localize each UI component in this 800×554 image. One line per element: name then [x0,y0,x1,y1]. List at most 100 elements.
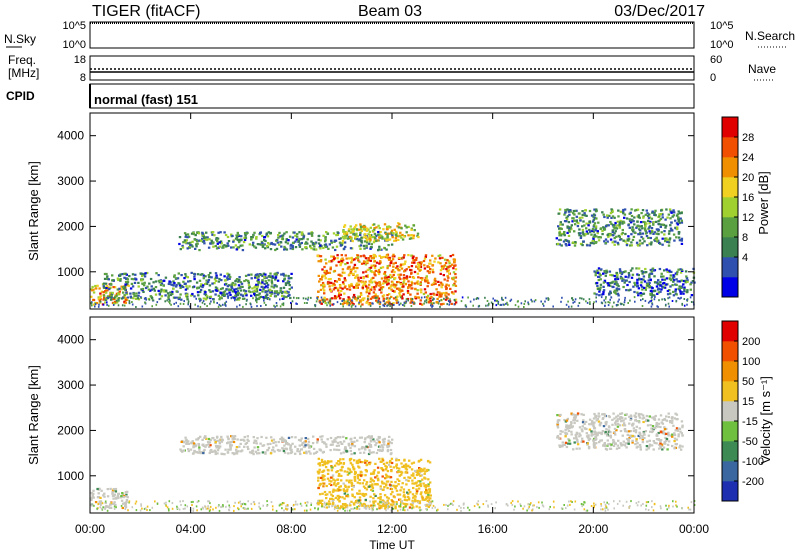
echo-cell [657,230,660,233]
echo-cell [631,441,634,444]
ground-scatter-cell [540,300,542,303]
ground-scatter-cell [196,509,198,512]
echo-cell [663,418,666,421]
echo-cell [383,272,386,275]
echo-cell [680,432,683,435]
ground-scatter-cell [283,502,285,505]
echo-cell [624,417,627,420]
echo-cell [603,413,606,416]
ground-scatter-cell [405,302,407,304]
echo-cell [376,438,379,441]
echo-cell [620,444,623,447]
echo-cell [108,288,111,291]
ground-scatter-cell [497,300,500,303]
echo-cell [330,493,333,496]
echo-cell [321,435,324,438]
echo-cell [434,257,437,260]
echo-cell [378,227,381,230]
echo-cell [215,237,218,240]
echo-cell [164,276,168,279]
echo-cell [648,222,651,225]
echo-cell [634,283,637,287]
echo-cell [301,442,304,445]
echo-cell [665,283,668,286]
ground-scatter-cell [432,504,435,507]
echo-cell [329,260,333,263]
echo-cell [348,257,351,260]
echo-cell [667,213,670,216]
echo-cell [284,283,288,286]
echo-cell [680,239,683,242]
echo-cell [325,272,328,275]
echo-cell [380,277,384,280]
echo-cell [575,219,578,222]
echo-cell [393,271,396,274]
echo-cell [236,293,240,297]
echo-cell [324,236,327,239]
echo-cell [340,259,343,263]
echo-cell [677,232,681,235]
echo-cell [575,432,579,436]
echo-cell [636,220,639,223]
echo-cell [387,238,390,241]
echo-cell [558,231,561,234]
echo-cell [439,272,442,275]
echo-cell [365,481,369,484]
echo-cell [357,228,361,231]
echo-cell [655,236,658,239]
echo-cell [176,277,180,280]
ground-scatter-cell [601,302,604,305]
ground-scatter-cell [572,301,574,304]
echo-cell [153,289,156,292]
echo-cell [141,282,145,286]
echo-cell [383,437,386,440]
echo-cell [325,269,328,272]
echo-cell [684,279,687,282]
echo-cell [381,286,385,289]
echo-cell [251,244,255,247]
ground-scatter-cell [667,297,669,300]
echo-cell [385,474,389,478]
echo-cell [236,246,240,249]
echo-cell [184,273,187,276]
echo-cell [402,491,406,494]
echo-cell [329,268,332,271]
echo-cell [617,209,620,212]
echo-cell [557,212,560,215]
echo-cell [377,231,380,234]
echo-cell [393,290,396,293]
echo-cell [561,441,564,444]
echo-cell [310,247,313,250]
ground-scatter-cell [586,301,589,304]
echo-cell [361,298,364,301]
echo-cell [185,239,188,242]
ground-scatter-cell [464,304,467,307]
echo-cell [429,297,432,300]
echo-cell [425,504,428,507]
echo-cell [414,288,417,291]
ground-scatter-cell [647,301,650,304]
echo-cell [657,438,661,441]
ground-scatter-cell [140,296,143,299]
echo-cell [330,469,334,472]
echo-cell [282,286,286,289]
ground-scatter-cell [495,304,498,307]
echo-cell [356,477,360,480]
echo-cell [385,480,389,483]
colorbar-tick-label: 12 [742,212,754,224]
echo-cell [275,291,279,294]
echo-cell [563,220,567,223]
echo-cell [363,282,366,285]
echo-cell [239,281,243,284]
echo-cell [370,281,374,284]
echo-cell [665,268,668,271]
echo-cell [418,501,422,504]
echo-cell [259,295,263,298]
ground-scatter-cell [425,299,428,302]
echo-cell [247,281,250,284]
echo-cell [648,286,651,289]
echo-cell [629,221,633,224]
echo-cell [244,290,248,293]
echo-cell [647,219,650,222]
echo-cell [194,443,197,446]
